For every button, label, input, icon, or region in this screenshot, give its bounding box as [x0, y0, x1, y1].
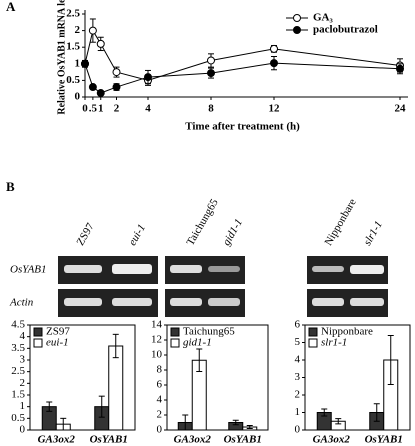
- y-tick-label: 8: [157, 364, 163, 376]
- x-tick-label: 8: [208, 103, 214, 115]
- point: [270, 59, 278, 68]
- legend-marker: [293, 14, 301, 22]
- x-tick-label: 12: [269, 103, 281, 115]
- x-tick-label: OsYAB1: [365, 434, 403, 446]
- y-tick-label: 4.5: [11, 319, 25, 331]
- gel-row-label: Actin: [9, 297, 34, 309]
- y-tick-label: 4: [20, 330, 26, 342]
- y-tick-label: 0: [75, 91, 81, 103]
- plot-frame: [166, 324, 269, 431]
- point: [207, 69, 215, 78]
- point: [207, 56, 215, 65]
- point: [88, 83, 97, 92]
- x-tick-label: OsYAB1: [90, 434, 128, 446]
- y-tick-label: 0: [157, 424, 163, 436]
- x-tick-label: 2: [114, 103, 120, 115]
- y-tick-label: 2: [20, 377, 26, 389]
- legend-swatch: [33, 327, 43, 337]
- legend-swatch: [170, 338, 180, 348]
- x-tick-label: 1: [98, 103, 104, 115]
- x-tick-label: 24: [395, 103, 407, 115]
- y-tick-label: 2.5: [66, 8, 80, 20]
- x-tick-label: 4: [145, 103, 151, 115]
- point: [88, 26, 97, 35]
- lane-label: ZS97: [74, 221, 97, 248]
- panel-label: B: [6, 179, 15, 194]
- y-tick-label: 1.5: [11, 389, 25, 401]
- y-tick-label: 1: [75, 57, 81, 69]
- legend-swatch: [308, 338, 318, 348]
- point: [144, 73, 152, 82]
- y-tick-label: 2: [75, 24, 81, 36]
- gel-row-label: OsYAB1: [10, 264, 47, 276]
- x-tick-label: GA3ox2: [38, 434, 76, 446]
- point: [270, 44, 278, 53]
- x-tick-label: .5: [89, 103, 98, 115]
- legend-swatch: [170, 327, 180, 337]
- series-line: [84, 29, 401, 81]
- x-axis-title: Time after treatment (h): [185, 121, 300, 133]
- point: [96, 39, 105, 48]
- legend-swatch: [308, 327, 318, 337]
- y-tick-label: 0: [20, 424, 26, 436]
- lane-label: slr1-1: [361, 219, 385, 248]
- lane-label: Nipponbare: [322, 197, 358, 248]
- series-line: [84, 62, 401, 94]
- x-tick-label: GA3ox2: [313, 434, 351, 446]
- y-tick-label: 3: [295, 371, 301, 383]
- y-tick-label: 0.5: [66, 74, 80, 86]
- legend-label: eui-1: [46, 337, 69, 349]
- y-tick-label: 2: [157, 409, 163, 421]
- x-tick-label: 0: [82, 103, 88, 115]
- y-axis-title: Relative OsYAB1 mRNA level: [56, 0, 67, 115]
- legend-label: ZS97: [46, 326, 70, 338]
- legend-label: Taichung65: [183, 326, 235, 338]
- legend-label: slr1-1: [321, 337, 347, 349]
- legend-label: GA₃: [313, 12, 334, 24]
- y-tick-label: 6: [157, 379, 163, 391]
- y-tick-label: 6: [295, 319, 301, 331]
- y-tick-label: 1: [20, 400, 26, 412]
- y-tick-label: 1.5: [66, 41, 80, 53]
- legend-label: gid1-1: [183, 337, 212, 349]
- y-tick-label: 14: [151, 319, 163, 331]
- plot-frame: [29, 324, 136, 431]
- panel-label: A: [6, 0, 16, 14]
- y-tick-label: 4: [157, 394, 163, 406]
- legend-label: Nipponbare: [321, 326, 373, 338]
- y-tick-label: 4: [295, 354, 301, 366]
- y-tick-label: 2: [295, 389, 301, 401]
- y-tick-label: 2.5: [11, 365, 25, 377]
- point: [96, 89, 105, 98]
- x-tick-label: OsYAB1: [224, 434, 262, 446]
- legend-marker: [293, 26, 301, 34]
- y-tick-label: 10: [151, 349, 163, 361]
- lane-label: Taichung65: [184, 196, 221, 247]
- x-tick-label: GA3ox2: [174, 434, 212, 446]
- y-tick-label: 0.5: [11, 412, 25, 424]
- point: [396, 64, 404, 73]
- y-tick-label: 0: [295, 424, 301, 436]
- y-tick-label: 3: [20, 354, 26, 366]
- y-tick-label: 3.5: [11, 342, 25, 354]
- bar: [108, 345, 124, 431]
- point: [112, 68, 121, 77]
- point: [81, 59, 89, 68]
- lane-label: gid1-1: [220, 217, 245, 248]
- legend-swatch: [33, 338, 43, 348]
- y-tick-label: 1: [295, 406, 301, 418]
- y-tick-label: 12: [151, 334, 162, 346]
- gel-images: [58, 256, 388, 317]
- lane-label: eui-1: [126, 222, 148, 248]
- point: [112, 83, 121, 92]
- legend-label: paclobutrazol: [313, 24, 378, 36]
- y-tick-label: 5: [295, 336, 301, 348]
